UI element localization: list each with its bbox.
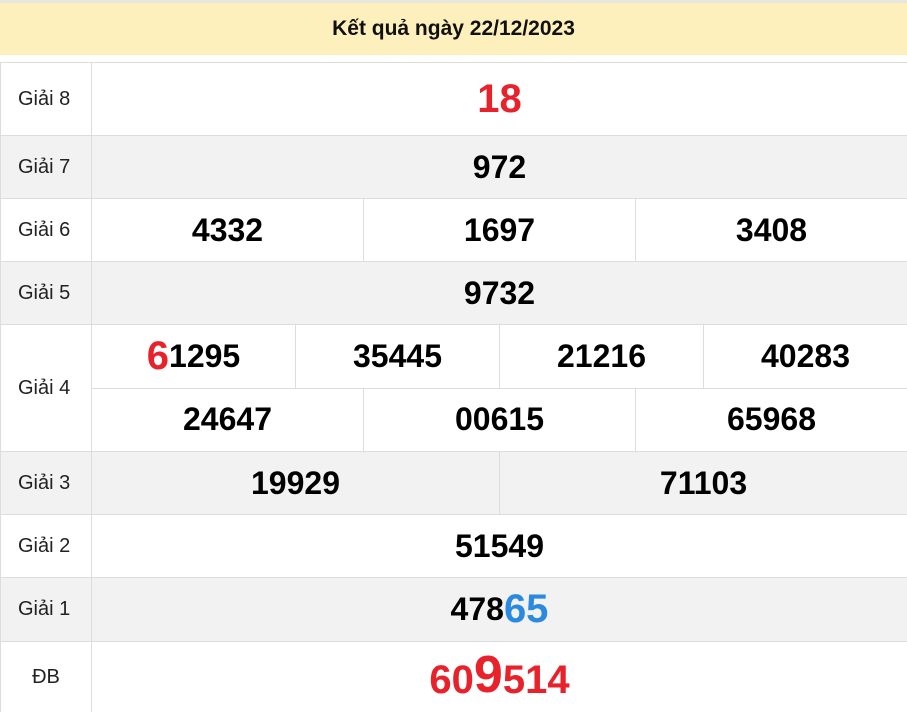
prize-number: 972 [472,148,527,185]
prize-number: 18 [477,76,522,121]
prize-number: 71103 [499,452,907,514]
prize-label: Giải 8 [1,63,92,135]
prize-label: Giải 4 [1,325,92,451]
prize-number: 51549 [455,527,544,564]
prize-row-g4: Giải 4 6 1295 35445 21216 40283 24647 006… [1,325,907,452]
prize-label: Giải 7 [1,136,92,198]
prize-number: 1697 [363,199,635,261]
prize-row-g7: Giải 7 972 [1,136,907,199]
prize-number: 6 1295 [92,325,295,388]
prize-label: Giải 5 [1,262,92,324]
highlight-digits: 6 [146,333,170,378]
prize-number: 9732 [463,274,536,311]
prize-label: Giải 1 [1,578,92,641]
number-digits: 60 [429,657,474,702]
prize-row-g1: Giải 1 478 65 [1,578,907,642]
prize-row-g3: Giải 3 19929 71103 [1,452,907,515]
results-table: Giải 8 18 Giải 7 972 Giải 6 4332 1697 34… [0,62,907,712]
highlight-digits: 65 [503,587,549,631]
prize-label: Giải 6 [1,199,92,261]
prize-label: Giải 3 [1,452,92,514]
prize-label: ĐB [1,642,92,712]
results-title: Kết quả ngày 22/12/2023 [332,17,575,40]
prize-row-db: ĐB 60 9 514 [1,642,907,712]
number-digits: 478 [450,591,504,627]
prize-number: 3408 [635,199,907,261]
prize-row-g8: Giải 8 18 [1,63,907,136]
prize-number: 40283 [703,325,907,388]
results-header: Kết quả ngày 22/12/2023 [0,0,907,55]
prize-number: 21216 [499,325,703,388]
prize-number: 24647 [183,401,272,438]
number-digits: 1295 [169,337,241,374]
number-digits: 514 [502,657,570,702]
prize-row-g6: Giải 6 4332 1697 3408 [1,199,907,262]
prize-number: 65968 [635,388,907,451]
prize-row-g5: Giải 5 9732 [1,262,907,325]
prize-number: 19929 [251,464,340,501]
prize-number: 00615 [363,388,635,451]
prize-number: 35445 [295,325,499,388]
prize-number: 60 9 514 [92,642,907,712]
prize-number: 4332 [191,211,264,248]
highlight-digits: 9 [473,646,503,704]
prize-number: 478 65 [92,578,907,641]
prize-label: Giải 2 [1,515,92,577]
prize-row-g2: Giải 2 51549 [1,515,907,578]
